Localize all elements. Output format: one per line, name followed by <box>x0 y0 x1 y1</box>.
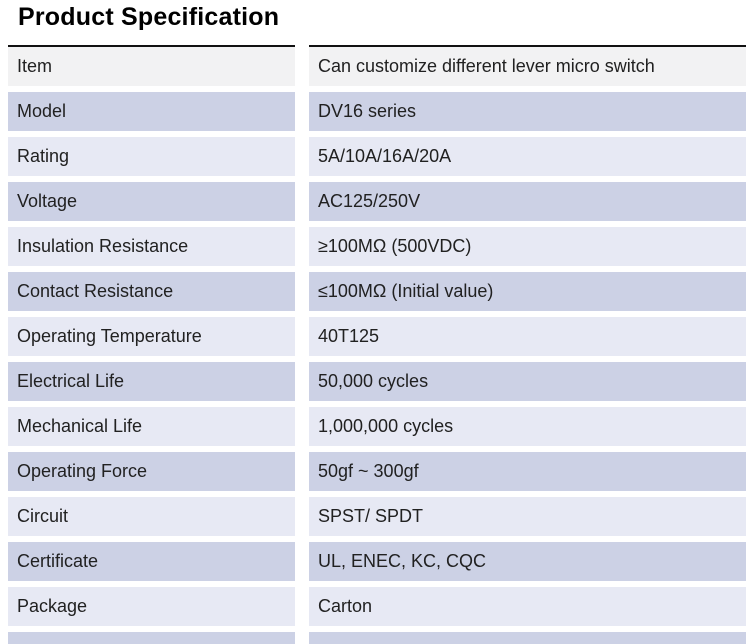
column-gap <box>295 182 309 221</box>
table-row: Circuit SPST/ SPDT <box>8 497 746 536</box>
column-gap <box>295 587 309 626</box>
column-gap <box>295 45 309 86</box>
spec-value: ≥100MΩ (500VDC) <box>309 227 746 266</box>
table-row <box>8 632 746 644</box>
table-row: Rating 5A/10A/16A/20A <box>8 137 746 176</box>
table-row: Mechanical Life 1,000,000 cycles <box>8 407 746 446</box>
spec-value: AC125/250V <box>309 182 746 221</box>
spec-value: Can customize different lever micro swit… <box>309 45 746 86</box>
spec-label <box>8 632 295 644</box>
column-gap <box>295 407 309 446</box>
column-gap <box>295 317 309 356</box>
table-row: Package Carton <box>8 587 746 626</box>
column-gap <box>295 452 309 491</box>
spec-value: Carton <box>309 587 746 626</box>
spec-label: Item <box>8 45 295 86</box>
spec-label: Electrical Life <box>8 362 295 401</box>
spec-label: Rating <box>8 137 295 176</box>
column-gap <box>295 227 309 266</box>
table-row: Operating Temperature 40T125 <box>8 317 746 356</box>
spec-label: Insulation Resistance <box>8 227 295 266</box>
page-title: Product Specification <box>18 3 280 31</box>
table-row: Operating Force 50gf ~ 300gf <box>8 452 746 491</box>
spec-label: Circuit <box>8 497 295 536</box>
spec-label: Mechanical Life <box>8 407 295 446</box>
table-row: Contact Resistance ≤100MΩ (Initial value… <box>8 272 746 311</box>
table-row: Electrical Life 50,000 cycles <box>8 362 746 401</box>
spec-label: Contact Resistance <box>8 272 295 311</box>
table-row: Voltage AC125/250V <box>8 182 746 221</box>
table-row: Insulation Resistance ≥100MΩ (500VDC) <box>8 227 746 266</box>
spec-value <box>309 632 746 644</box>
table-row: Item Can customize different lever micro… <box>8 45 746 86</box>
spec-table: Item Can customize different lever micro… <box>8 45 746 644</box>
spec-label: Operating Force <box>8 452 295 491</box>
spec-label: Voltage <box>8 182 295 221</box>
spec-value: 40T125 <box>309 317 746 356</box>
spec-value: 50,000 cycles <box>309 362 746 401</box>
spec-value: UL, ENEC, KC, CQC <box>309 542 746 581</box>
column-gap <box>295 542 309 581</box>
table-row: Certificate UL, ENEC, KC, CQC <box>8 542 746 581</box>
column-gap <box>295 362 309 401</box>
column-gap <box>295 632 309 644</box>
spec-value: DV16 series <box>309 92 746 131</box>
column-gap <box>295 92 309 131</box>
column-gap <box>295 497 309 536</box>
spec-value: 50gf ~ 300gf <box>309 452 746 491</box>
spec-label: Package <box>8 587 295 626</box>
table-row: Model DV16 series <box>8 92 746 131</box>
spec-value: ≤100MΩ (Initial value) <box>309 272 746 311</box>
column-gap <box>295 272 309 311</box>
spec-value: SPST/ SPDT <box>309 497 746 536</box>
spec-label: Operating Temperature <box>8 317 295 356</box>
column-gap <box>295 137 309 176</box>
spec-value: 1,000,000 cycles <box>309 407 746 446</box>
spec-label: Model <box>8 92 295 131</box>
spec-value: 5A/10A/16A/20A <box>309 137 746 176</box>
spec-label: Certificate <box>8 542 295 581</box>
